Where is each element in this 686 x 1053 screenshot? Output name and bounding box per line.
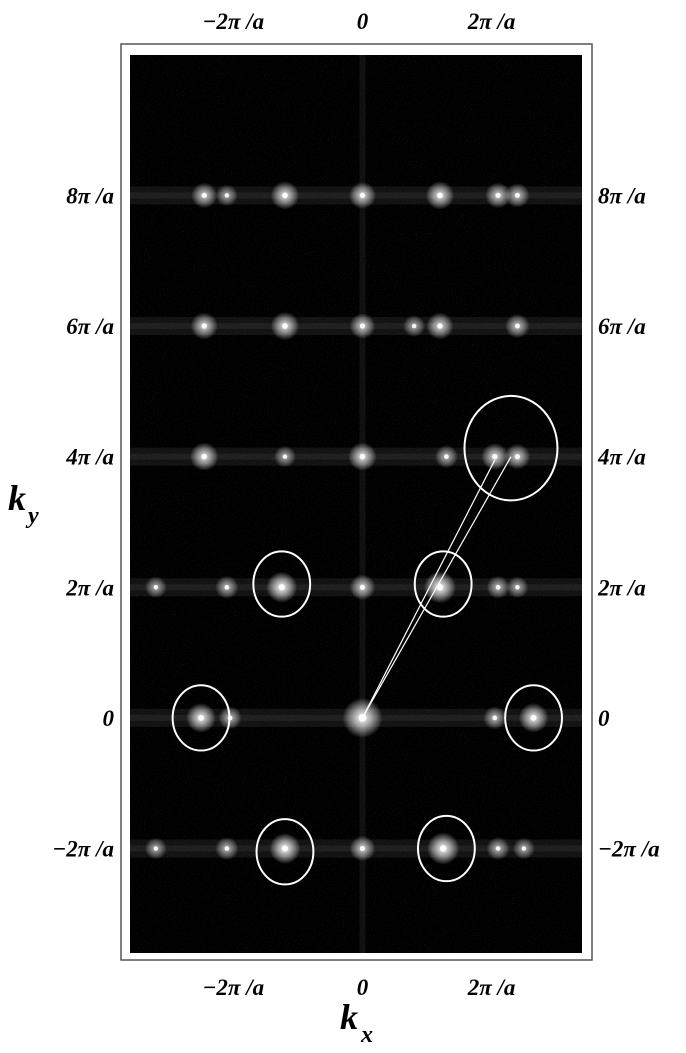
x-tick-label-top: −2π /a	[202, 9, 264, 34]
peak-core	[224, 846, 230, 851]
y-tick-label-right: 0	[598, 706, 610, 731]
peak-core	[495, 846, 501, 851]
peak-core	[359, 845, 366, 852]
peak-core	[201, 323, 208, 329]
y-axis-label: k y	[8, 478, 39, 529]
peak-core	[492, 715, 498, 721]
peak-core	[282, 192, 288, 199]
peak-core	[514, 454, 521, 460]
x-tick-label-bottom: 0	[357, 975, 369, 1000]
peak-core	[411, 323, 417, 329]
x-tick-label-top: 2π /a	[467, 9, 516, 34]
peak-core	[495, 192, 501, 199]
peak-core	[359, 584, 366, 590]
annotations-layer	[171, 394, 563, 886]
annotation-circle	[463, 394, 559, 502]
x-tick-label-bottom: 2π /a	[467, 975, 516, 1000]
x-axis-label-subscript: x	[360, 1022, 373, 1048]
peak-core	[492, 453, 498, 460]
tick-labels: −2π /a −2π /a 0 0 2π /a 2π /a −2π /a −2π /a 0 0 2π…	[52, 9, 659, 1000]
peak-core	[224, 193, 230, 198]
y-axis-label-subscript: y	[25, 503, 39, 529]
y-tick-label-right: −2π /a	[598, 837, 660, 862]
peak-core	[437, 323, 443, 329]
peak-core	[282, 454, 288, 459]
x-tick-label-top: 0	[357, 9, 369, 34]
x-axis-label: k x	[340, 997, 373, 1048]
y-tick-label-right: 6π /a	[598, 314, 646, 339]
peak-core	[153, 585, 159, 590]
peak-core	[278, 584, 285, 591]
peak-core	[201, 453, 208, 460]
plot-marks	[130, 55, 582, 953]
annotation-circle	[504, 684, 563, 752]
peak-core	[495, 584, 501, 590]
peak-core	[282, 323, 288, 329]
y-tick-label-left: 2π /a	[65, 575, 114, 600]
peak-core	[439, 845, 447, 852]
peak-core	[437, 192, 443, 199]
peak-core	[514, 192, 520, 198]
annotation-circle	[255, 818, 315, 886]
annotation-circle	[252, 550, 312, 618]
y-tick-label-left: −2π /a	[52, 837, 114, 862]
reciprocal-vector	[361, 459, 496, 719]
peak-core	[514, 323, 520, 329]
y-tick-label-left: 4π /a	[65, 445, 114, 470]
peak-core	[359, 192, 366, 199]
peak-core	[521, 846, 527, 851]
peak-core	[359, 453, 366, 460]
peak-core	[198, 714, 205, 721]
annotation-circle	[416, 814, 476, 883]
peak-core	[224, 584, 230, 590]
peak-core	[515, 585, 520, 590]
y-tick-label-right: 4π /a	[597, 445, 646, 470]
annotation-circle	[171, 684, 231, 752]
y-tick-label-left: 6π /a	[66, 314, 114, 339]
y-tick-label-left: 0	[103, 706, 115, 731]
y-axis-label-main: k	[8, 478, 26, 518]
y-tick-label-right: 2π /a	[597, 575, 646, 600]
peak-core	[530, 714, 537, 721]
x-tick-label-bottom: −2π /a	[202, 975, 264, 1000]
annotation-circle	[413, 550, 473, 618]
reciprocal-vector	[361, 456, 512, 719]
peak-core	[153, 846, 159, 851]
x-axis-label-main: k	[340, 997, 358, 1037]
peak-core	[444, 454, 449, 460]
peak-core	[359, 323, 366, 329]
peak-core	[201, 192, 207, 199]
peak-core	[281, 845, 289, 852]
y-tick-label-right: 8π /a	[598, 183, 646, 208]
y-tick-label-left: 8π /a	[66, 183, 114, 208]
